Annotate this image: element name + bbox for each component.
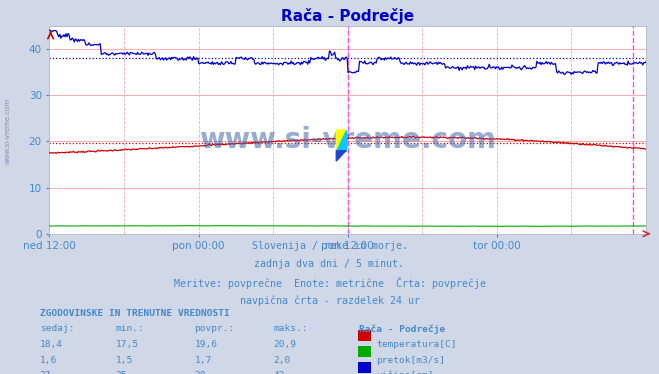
Text: 2,0: 2,0 <box>273 356 291 365</box>
Text: www.si-vreme.com: www.si-vreme.com <box>5 98 11 164</box>
Text: navpična črta - razdelek 24 ur: navpična črta - razdelek 24 ur <box>239 295 420 306</box>
Text: 35: 35 <box>115 371 127 374</box>
Text: 17,5: 17,5 <box>115 340 138 349</box>
Polygon shape <box>336 130 346 151</box>
Text: 37: 37 <box>40 371 51 374</box>
Text: 1,7: 1,7 <box>194 356 212 365</box>
Text: višina[cm]: višina[cm] <box>376 371 434 374</box>
Text: temperatura[C]: temperatura[C] <box>376 340 457 349</box>
Polygon shape <box>336 130 346 151</box>
Text: min.:: min.: <box>115 324 144 333</box>
Text: Slovenija / reke in morje.: Slovenija / reke in morje. <box>252 241 407 251</box>
Text: maks.:: maks.: <box>273 324 308 333</box>
Title: Rača - Podrečje: Rača - Podrečje <box>281 7 415 24</box>
Text: zadnja dva dni / 5 minut.: zadnja dva dni / 5 minut. <box>254 259 405 269</box>
Text: 18,4: 18,4 <box>40 340 63 349</box>
Text: ZGODOVINSKE IN TRENUTNE VREDNOSTI: ZGODOVINSKE IN TRENUTNE VREDNOSTI <box>40 309 229 318</box>
Text: 43: 43 <box>273 371 285 374</box>
Text: 38: 38 <box>194 371 206 374</box>
Text: www.si-vreme.com: www.si-vreme.com <box>199 126 496 154</box>
Text: pretok[m3/s]: pretok[m3/s] <box>376 356 445 365</box>
Polygon shape <box>336 151 346 161</box>
Text: 19,6: 19,6 <box>194 340 217 349</box>
Text: Rača - Podrečje: Rača - Podrečje <box>359 324 445 334</box>
Text: 20,9: 20,9 <box>273 340 297 349</box>
Text: 1,5: 1,5 <box>115 356 132 365</box>
Text: sedaj:: sedaj: <box>40 324 74 333</box>
Text: povpr.:: povpr.: <box>194 324 235 333</box>
Text: 1,6: 1,6 <box>40 356 57 365</box>
Text: Meritve: povprečne  Enote: metrične  Črta: povprečje: Meritve: povprečne Enote: metrične Črta:… <box>173 277 486 289</box>
